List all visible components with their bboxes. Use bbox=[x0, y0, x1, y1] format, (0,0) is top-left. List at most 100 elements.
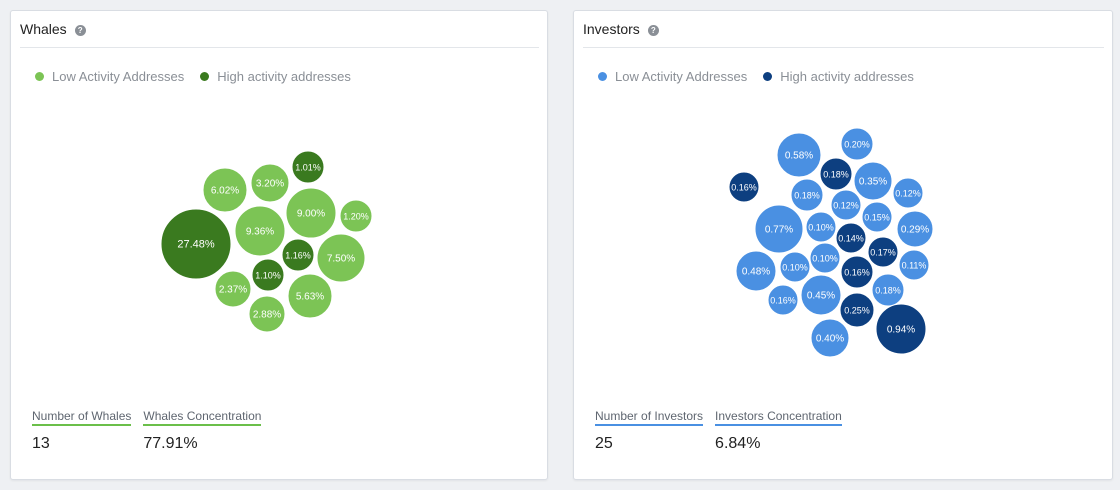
bubble-circle[interactable] bbox=[339, 199, 373, 233]
bubble-low-activity[interactable]: 0.18% bbox=[790, 178, 824, 212]
bubble-high-activity[interactable]: 0.16% bbox=[840, 255, 874, 289]
bubble-low-activity[interactable]: 2.88% bbox=[248, 295, 286, 333]
investors-card: Investors ? Low Activity Addresses High … bbox=[573, 10, 1113, 480]
bubble-circle[interactable] bbox=[316, 233, 366, 283]
bubble-circle[interactable] bbox=[839, 292, 875, 328]
bubble-low-activity[interactable]: 0.11% bbox=[898, 249, 930, 281]
bubble-low-activity[interactable]: 0.29% bbox=[896, 210, 934, 248]
bubble-circle[interactable] bbox=[779, 251, 811, 283]
bubble-circle[interactable] bbox=[776, 132, 822, 178]
bubble-circle[interactable] bbox=[898, 249, 930, 281]
bubble-circle[interactable] bbox=[234, 205, 286, 257]
bubble-circle[interactable] bbox=[892, 177, 924, 209]
legend-item-high-activity[interactable]: High activity addresses bbox=[200, 69, 351, 84]
bubble-circle[interactable] bbox=[809, 242, 841, 274]
bubble-low-activity[interactable]: 1.20% bbox=[339, 199, 373, 233]
bubble-label: 2.88% bbox=[253, 310, 281, 321]
bubble-high-activity[interactable]: 0.17% bbox=[867, 236, 899, 268]
bubble-low-activity[interactable]: 0.16% bbox=[767, 284, 799, 316]
bubble-circle[interactable] bbox=[810, 318, 850, 358]
bubble-label: 0.18% bbox=[794, 191, 820, 201]
legend-item-high-activity[interactable]: High activity addresses bbox=[763, 69, 914, 84]
bubble-circle[interactable] bbox=[871, 273, 905, 307]
bubble-label: 0.29% bbox=[901, 225, 929, 236]
bubble-circle[interactable] bbox=[754, 204, 804, 254]
bubble-low-activity[interactable]: 0.10% bbox=[779, 251, 811, 283]
bubble-low-activity[interactable]: 0.58% bbox=[776, 132, 822, 178]
bubble-high-activity[interactable]: 1.10% bbox=[251, 258, 285, 292]
bubble-circle[interactable] bbox=[281, 238, 315, 272]
bubble-circle[interactable] bbox=[251, 258, 285, 292]
bubble-high-activity[interactable]: 27.48% bbox=[160, 208, 232, 280]
bubble-circle[interactable] bbox=[835, 222, 867, 254]
bubble-low-activity[interactable]: 0.10% bbox=[805, 211, 837, 243]
help-icon[interactable]: ? bbox=[74, 24, 86, 36]
bubble-label: 0.58% bbox=[785, 151, 813, 162]
bubble-circle[interactable] bbox=[214, 270, 252, 308]
whales-stats: Number of Whales 13 Whales Concentration… bbox=[32, 409, 262, 453]
bubble-low-activity[interactable]: 0.40% bbox=[810, 318, 850, 358]
bubble-circle[interactable] bbox=[285, 187, 337, 239]
bubble-circle[interactable] bbox=[160, 208, 232, 280]
bubble-circle[interactable] bbox=[830, 189, 862, 221]
stat-label: Number of Whales bbox=[32, 409, 132, 426]
help-icon[interactable]: ? bbox=[647, 24, 659, 36]
bubble-low-activity[interactable]: 2.37% bbox=[214, 270, 252, 308]
legend-item-low-activity[interactable]: Low Activity Addresses bbox=[598, 69, 747, 84]
bubble-circle[interactable] bbox=[800, 274, 842, 316]
bubble-circle[interactable] bbox=[250, 163, 290, 203]
bubble-low-activity[interactable]: 9.36% bbox=[234, 205, 286, 257]
bubble-low-activity[interactable]: 7.50% bbox=[316, 233, 366, 283]
bubble-circle[interactable] bbox=[248, 295, 286, 333]
bubble-low-activity[interactable]: 3.20% bbox=[250, 163, 290, 203]
bubble-circle[interactable] bbox=[790, 178, 824, 212]
bubble-low-activity[interactable]: 0.15% bbox=[861, 201, 893, 233]
bubble-low-activity[interactable]: 0.10% bbox=[809, 242, 841, 274]
bubble-label: 0.11% bbox=[902, 261, 927, 271]
bubble-high-activity[interactable]: 1.16% bbox=[281, 238, 315, 272]
bubble-low-activity[interactable]: 0.18% bbox=[871, 273, 905, 307]
bubble-label: 0.17% bbox=[870, 248, 896, 258]
bubble-label: 0.45% bbox=[807, 291, 835, 302]
bubble-circle[interactable] bbox=[202, 167, 248, 213]
bubble-label: 1.16% bbox=[285, 251, 311, 261]
bubble-circle[interactable] bbox=[875, 303, 927, 355]
bubble-low-activity[interactable]: 0.12% bbox=[892, 177, 924, 209]
bubble-label: 3.20% bbox=[256, 179, 284, 190]
bubble-low-activity[interactable]: 0.77% bbox=[754, 204, 804, 254]
legend-item-low-activity[interactable]: Low Activity Addresses bbox=[35, 69, 184, 84]
bubble-low-activity[interactable]: 9.00% bbox=[285, 187, 337, 239]
bubble-low-activity[interactable]: 6.02% bbox=[202, 167, 248, 213]
bubble-circle[interactable] bbox=[728, 171, 760, 203]
bubble-label: 0.48% bbox=[742, 267, 770, 278]
bubble-circle[interactable] bbox=[805, 211, 837, 243]
bubble-high-activity[interactable]: 0.94% bbox=[875, 303, 927, 355]
stat-whales-concentration: Whales Concentration 77.91% bbox=[143, 409, 262, 453]
bubble-low-activity[interactable]: 0.35% bbox=[853, 161, 893, 201]
bubble-circle[interactable] bbox=[896, 210, 934, 248]
bubble-label: 0.18% bbox=[875, 286, 901, 296]
bubble-high-activity[interactable]: 0.16% bbox=[728, 171, 760, 203]
bubble-label: 9.00% bbox=[297, 209, 325, 220]
bubble-circle[interactable] bbox=[767, 284, 799, 316]
bubble-circle[interactable] bbox=[853, 161, 893, 201]
bubble-high-activity[interactable]: 1.01% bbox=[291, 150, 325, 184]
bubble-circle[interactable] bbox=[819, 157, 853, 191]
bubble-high-activity[interactable]: 0.18% bbox=[819, 157, 853, 191]
bubble-low-activity[interactable]: 0.20% bbox=[840, 127, 874, 161]
bubble-circle[interactable] bbox=[287, 273, 333, 319]
bubble-circle[interactable] bbox=[867, 236, 899, 268]
bubble-low-activity[interactable]: 5.63% bbox=[287, 273, 333, 319]
bubble-high-activity[interactable]: 0.25% bbox=[839, 292, 875, 328]
legend-label: High activity addresses bbox=[780, 69, 914, 84]
bubble-circle[interactable] bbox=[861, 201, 893, 233]
bubble-low-activity[interactable]: 0.12% bbox=[830, 189, 862, 221]
bubble-low-activity[interactable]: 0.48% bbox=[735, 250, 777, 292]
investors-header: Investors ? bbox=[583, 11, 1104, 48]
bubble-high-activity[interactable]: 0.14% bbox=[835, 222, 867, 254]
bubble-circle[interactable] bbox=[735, 250, 777, 292]
bubble-circle[interactable] bbox=[840, 255, 874, 289]
bubble-low-activity[interactable]: 0.45% bbox=[800, 274, 842, 316]
bubble-circle[interactable] bbox=[291, 150, 325, 184]
bubble-circle[interactable] bbox=[840, 127, 874, 161]
